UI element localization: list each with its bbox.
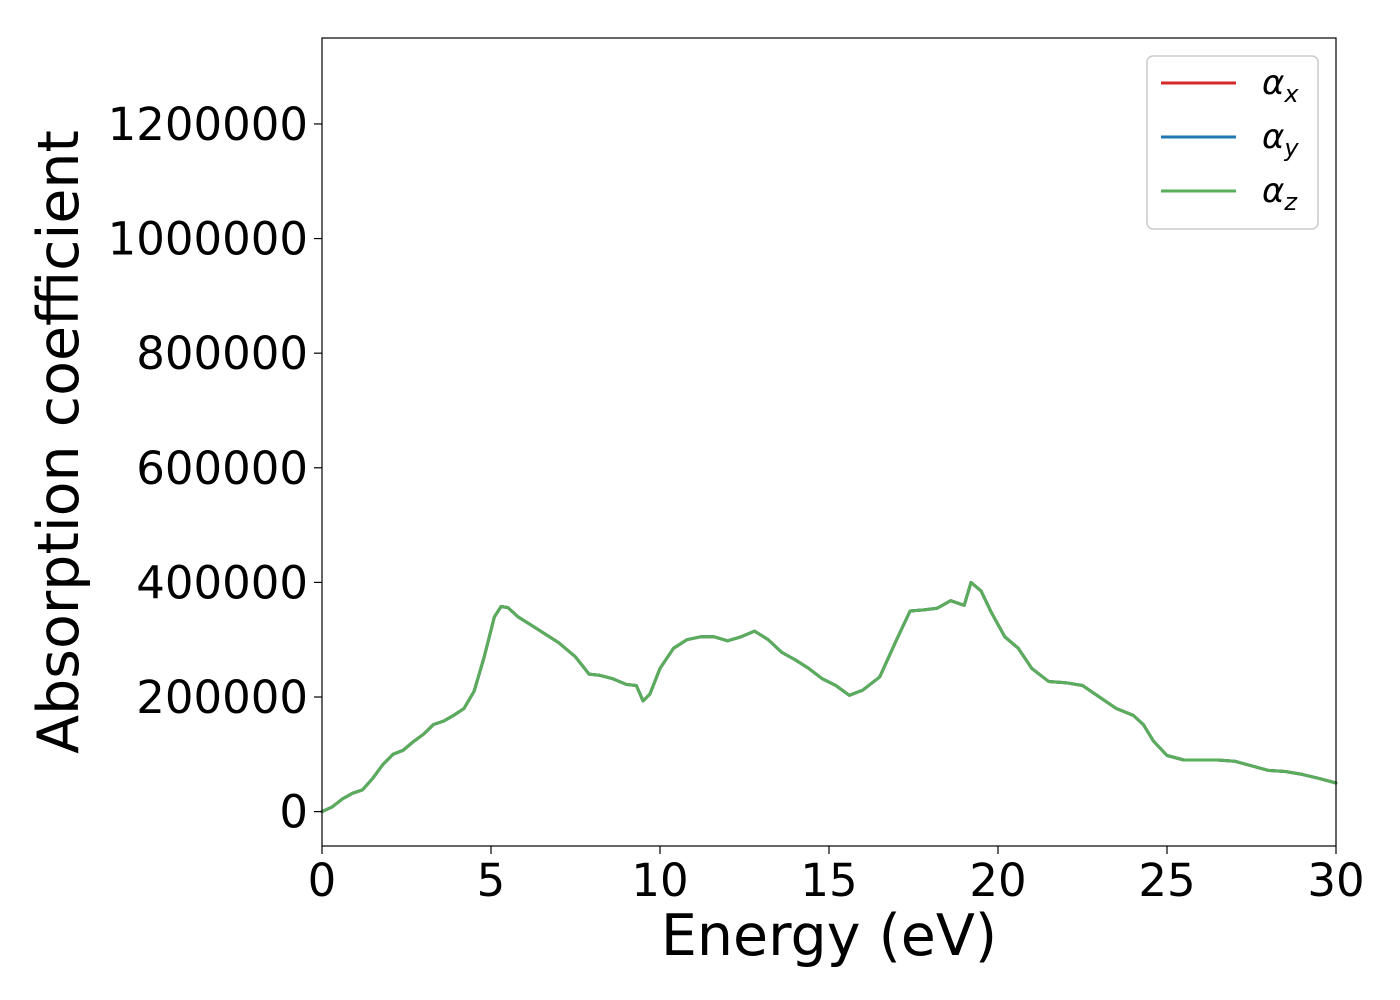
y-tick-label: 0 xyxy=(279,786,308,839)
legend-subscript: y xyxy=(1283,134,1299,162)
legend-symbol: α xyxy=(1262,171,1284,211)
legend-subscript: z xyxy=(1283,188,1298,216)
x-tick-label: 20 xyxy=(969,854,1026,907)
legend-label-1: αx xyxy=(1262,63,1299,108)
y-axis: 0 200000 400000 600000 800000 1000000 1200000 xyxy=(108,98,322,839)
x-axis-title: Energy (eV) xyxy=(661,903,997,969)
x-axis: 0 5 10 15 20 25 30 xyxy=(308,846,1365,907)
y-tick-label: 400000 xyxy=(136,556,308,609)
series-line-3 xyxy=(320,580,1338,814)
legend-label-2: αy xyxy=(1262,117,1299,162)
y-tick-label: 600000 xyxy=(136,442,308,495)
legend-symbol: α xyxy=(1262,63,1284,103)
x-tick-label: 10 xyxy=(631,854,688,907)
legend-symbol: α xyxy=(1262,117,1284,157)
x-tick-label: 15 xyxy=(800,854,857,907)
y-tick-label: 200000 xyxy=(136,671,308,724)
y-tick-label: 800000 xyxy=(136,327,308,380)
x-tick-label: 5 xyxy=(477,854,506,907)
legend-label-3: αz xyxy=(1262,171,1298,216)
x-tick-label: 30 xyxy=(1307,854,1364,907)
y-tick-label: 1000000 xyxy=(108,213,308,266)
y-tick-label: 1200000 xyxy=(108,98,308,151)
series-layer xyxy=(320,580,1338,814)
x-tick-label: 0 xyxy=(308,854,337,907)
legend-box xyxy=(1146,55,1319,230)
y-axis-title: Absorption coefficient xyxy=(26,130,92,754)
legend-subscript: x xyxy=(1283,80,1299,108)
x-tick-label: 25 xyxy=(1138,854,1195,907)
